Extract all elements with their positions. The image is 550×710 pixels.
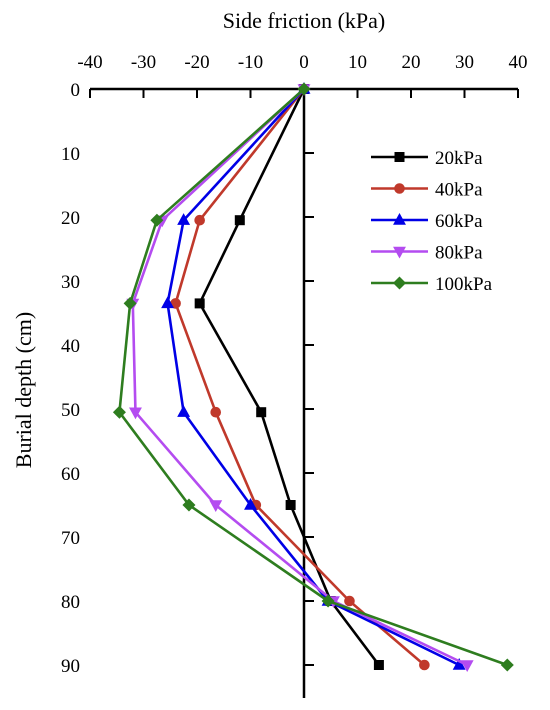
- data-point-40kpa: [210, 406, 222, 418]
- legend-marker: [393, 212, 406, 225]
- data-point-40kpa: [194, 214, 205, 226]
- y-axis-title: Burial depth (cm): [11, 312, 36, 468]
- data-point-100kpa: [182, 498, 196, 512]
- y-tick-label: 10: [61, 144, 80, 165]
- x-tick-label: -10: [238, 52, 263, 73]
- series-layer: [112, 81, 514, 673]
- data-point-60kpa: [177, 213, 191, 225]
- data-point-100kpa: [150, 213, 164, 227]
- data-point-20kpa: [285, 500, 296, 510]
- x-tick-label: 30: [455, 52, 474, 73]
- series-line-40kpa: [174, 88, 426, 666]
- data-point-60kpa: [452, 657, 466, 670]
- axes: -40 -30 -20 -10 0 10 20 30 40 0 10 20 30 40 50 60 70 80 90: [61, 52, 528, 698]
- series-line-80kpa: [131, 88, 468, 667]
- data-point-100kpa: [123, 296, 137, 310]
- series-20kpa: [194, 84, 384, 670]
- data-point-60kpa: [161, 296, 175, 309]
- legend-label: 100kPa: [435, 274, 493, 295]
- data-point-80kpa: [460, 660, 474, 673]
- legend-item-40kpa: 40kPa: [371, 180, 483, 201]
- x-axis-title: Side friction (kPa): [223, 8, 386, 33]
- legend-label: 20kPa: [435, 148, 483, 169]
- legend-item-100kpa: 100kPa: [371, 274, 493, 295]
- data-point-40kpa: [419, 659, 430, 671]
- x-tick-label: 40: [509, 52, 528, 73]
- legend-item-20kpa: 20kPa: [371, 148, 483, 169]
- y-tick-label: 40: [61, 336, 80, 357]
- data-point-60kpa: [177, 405, 191, 417]
- x-tick-label: -20: [184, 52, 209, 73]
- legend: 20kPa 40kPa 60kPa 80kPa 100kPa: [371, 148, 493, 295]
- series-100kpa: [112, 82, 514, 672]
- legend-item-60kpa: 60kPa: [371, 211, 483, 232]
- data-point-20kpa: [373, 660, 384, 670]
- data-point-100kpa: [321, 594, 335, 608]
- data-point-100kpa: [297, 82, 311, 96]
- y-tick-label: 0: [71, 80, 81, 101]
- data-point-40kpa: [344, 595, 355, 607]
- data-point-80kpa: [209, 500, 223, 513]
- data-point-100kpa: [112, 405, 126, 419]
- x-tick-label: -40: [77, 52, 102, 73]
- legend-label: 80kPa: [435, 243, 483, 264]
- x-tick-label: 0: [299, 52, 309, 73]
- data-point-60kpa: [244, 497, 257, 510]
- legend-item-80kpa: 80kPa: [371, 243, 483, 264]
- data-point-80kpa: [129, 407, 142, 420]
- y-tick-label: 20: [61, 208, 80, 229]
- legend-marker: [394, 183, 405, 194]
- y-tick-label: 60: [61, 464, 80, 485]
- data-point-20kpa: [194, 298, 205, 309]
- x-tick-label: 20: [402, 52, 421, 73]
- y-tick-label: 30: [61, 272, 80, 293]
- y-tick-label: 50: [61, 400, 80, 421]
- data-point-20kpa: [234, 215, 245, 226]
- legend-marker: [393, 246, 406, 259]
- y-tick-label: 70: [61, 528, 80, 549]
- legend-marker: [392, 276, 407, 290]
- series-40kpa: [170, 83, 430, 671]
- data-point-20kpa: [256, 407, 267, 418]
- y-tick-label: 80: [61, 592, 80, 613]
- legend-marker: [394, 152, 405, 162]
- legend-label: 60kPa: [435, 211, 483, 232]
- y-tick-label: 90: [61, 656, 80, 677]
- legend-label: 40kPa: [435, 180, 483, 201]
- series-line-20kpa: [198, 88, 380, 666]
- x-tick-label: -30: [131, 52, 156, 73]
- series-60kpa: [161, 81, 466, 670]
- x-tick-label: 10: [348, 52, 367, 73]
- data-point-100kpa: [500, 658, 514, 672]
